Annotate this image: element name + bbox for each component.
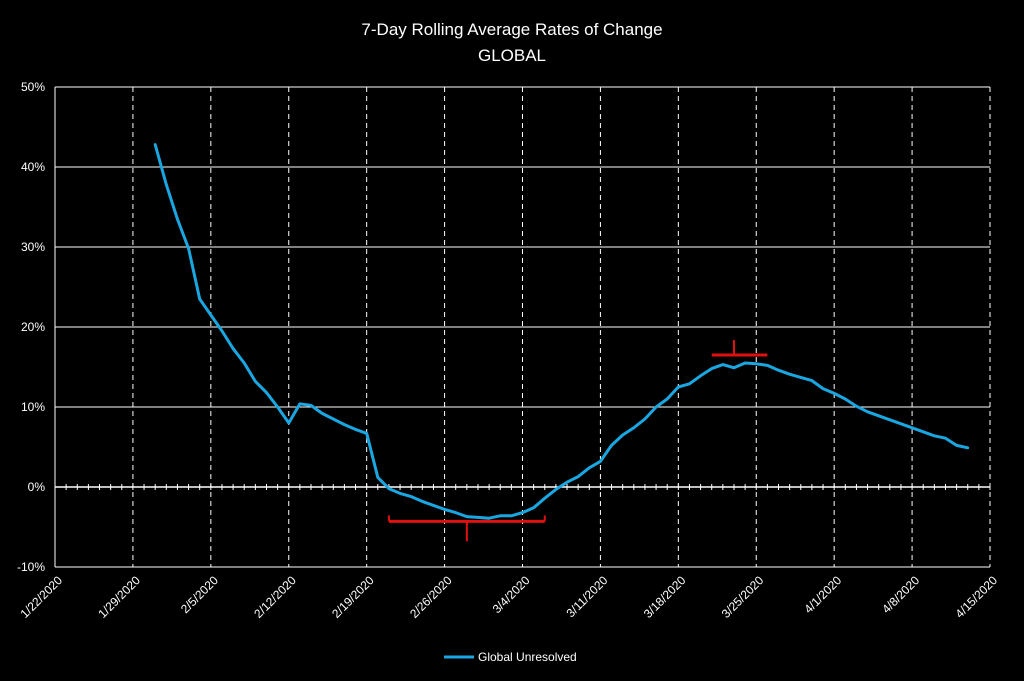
y-tick-label: -10% xyxy=(17,560,45,574)
legend-label: Global Unresolved xyxy=(478,650,577,664)
y-tick-label: 20% xyxy=(21,320,45,334)
annotations xyxy=(387,340,768,542)
series-line-global-unresolved xyxy=(153,143,970,520)
y-tick-label: 50% xyxy=(21,80,45,94)
y-tick-label: 0% xyxy=(28,480,46,494)
chart-title: 7-Day Rolling Average Rates of Change xyxy=(361,20,662,39)
y-tick-label: 10% xyxy=(21,400,45,414)
y-tick-label: 30% xyxy=(21,240,45,254)
y-tick-label: 40% xyxy=(21,160,45,174)
series-layer xyxy=(153,143,970,520)
chart-subtitle: GLOBAL xyxy=(478,46,546,65)
legend: Global Unresolved xyxy=(444,650,577,664)
